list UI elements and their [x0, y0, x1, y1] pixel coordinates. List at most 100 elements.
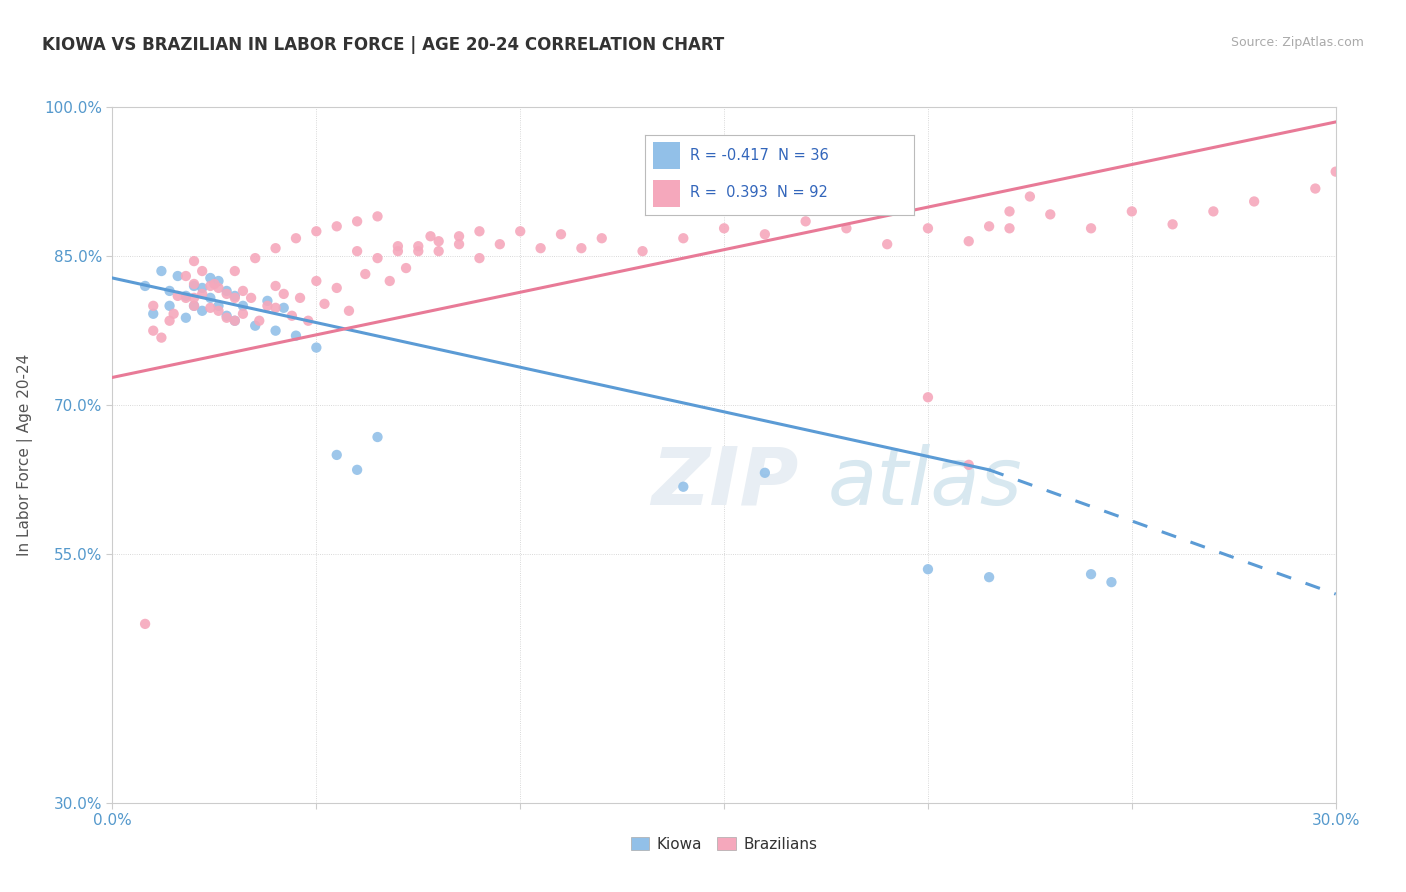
Point: [224, 291, 246, 305]
Point: [281, 309, 304, 323]
Point: [183, 277, 205, 291]
Point: [284, 231, 308, 245]
Point: [509, 224, 531, 238]
Point: [264, 324, 287, 338]
Point: [207, 299, 229, 313]
Point: [550, 227, 572, 242]
Point: [387, 239, 409, 253]
Point: [183, 299, 205, 313]
Point: [183, 299, 205, 313]
Point: [957, 458, 980, 472]
Point: [754, 466, 776, 480]
Point: [204, 277, 226, 291]
Text: KIOWA VS BRAZILIAN IN LABOR FORCE | AGE 20-24 CORRELATION CHART: KIOWA VS BRAZILIAN IN LABOR FORCE | AGE …: [42, 36, 724, 54]
Point: [366, 251, 388, 265]
Point: [207, 303, 229, 318]
Point: [240, 291, 263, 305]
Point: [224, 264, 246, 278]
Point: [174, 268, 197, 283]
Point: [245, 318, 267, 333]
Point: [191, 286, 214, 301]
Point: [314, 297, 336, 311]
Point: [754, 227, 776, 242]
Point: [142, 307, 165, 321]
Point: [672, 231, 695, 245]
Point: [794, 214, 817, 228]
Point: [957, 234, 980, 248]
Point: [264, 279, 287, 293]
Point: [354, 267, 377, 281]
Point: [200, 279, 222, 293]
Point: [191, 264, 214, 278]
Point: [427, 244, 450, 259]
Point: [326, 219, 349, 234]
Point: [273, 286, 295, 301]
Point: [215, 284, 238, 298]
Point: [256, 299, 278, 313]
Point: [183, 279, 205, 293]
Point: [215, 309, 238, 323]
Point: [672, 480, 695, 494]
Point: [150, 331, 173, 345]
Point: [191, 281, 214, 295]
Point: [256, 293, 278, 308]
Point: [395, 261, 418, 276]
Point: [366, 210, 388, 224]
Point: [207, 274, 229, 288]
Point: [215, 310, 238, 325]
Point: [1080, 221, 1102, 235]
Point: [408, 239, 430, 253]
Point: [326, 448, 349, 462]
Point: [174, 291, 197, 305]
Text: ZIP: ZIP: [651, 443, 799, 522]
Point: [489, 237, 512, 252]
Point: [159, 284, 181, 298]
Point: [1039, 207, 1062, 221]
Point: [163, 307, 186, 321]
Point: [346, 214, 368, 228]
Point: [142, 324, 165, 338]
Point: [200, 301, 222, 315]
Point: [305, 224, 328, 238]
Point: [142, 299, 165, 313]
Point: [408, 244, 430, 259]
Point: [224, 314, 246, 328]
Point: [366, 430, 388, 444]
Legend: Kiowa, Brazilians: Kiowa, Brazilians: [624, 830, 824, 858]
Point: [1305, 181, 1327, 195]
Point: [232, 307, 254, 321]
Point: [326, 281, 349, 295]
Point: [1080, 567, 1102, 582]
Point: [174, 310, 197, 325]
Point: [191, 303, 214, 318]
Point: [419, 229, 441, 244]
Point: [979, 219, 1001, 234]
Point: [159, 299, 181, 313]
Point: [183, 291, 205, 305]
Point: [150, 264, 173, 278]
Point: [1202, 204, 1225, 219]
Point: [247, 314, 270, 328]
Point: [207, 281, 229, 295]
Point: [245, 251, 267, 265]
Point: [998, 204, 1021, 219]
Point: [631, 244, 654, 259]
Point: [1121, 204, 1143, 219]
Point: [917, 221, 939, 235]
Point: [273, 301, 295, 315]
Point: [200, 271, 222, 285]
Point: [284, 328, 308, 343]
Point: [305, 274, 328, 288]
Point: [183, 254, 205, 268]
Point: [166, 289, 188, 303]
Point: [232, 284, 254, 298]
Point: [297, 314, 319, 328]
Y-axis label: In Labor Force | Age 20-24: In Labor Force | Age 20-24: [17, 354, 32, 556]
Point: [134, 279, 156, 293]
Text: Source: ZipAtlas.com: Source: ZipAtlas.com: [1230, 36, 1364, 49]
Point: [979, 570, 1001, 584]
Point: [713, 221, 735, 235]
Point: [346, 463, 368, 477]
Point: [1018, 189, 1040, 203]
Point: [835, 221, 858, 235]
